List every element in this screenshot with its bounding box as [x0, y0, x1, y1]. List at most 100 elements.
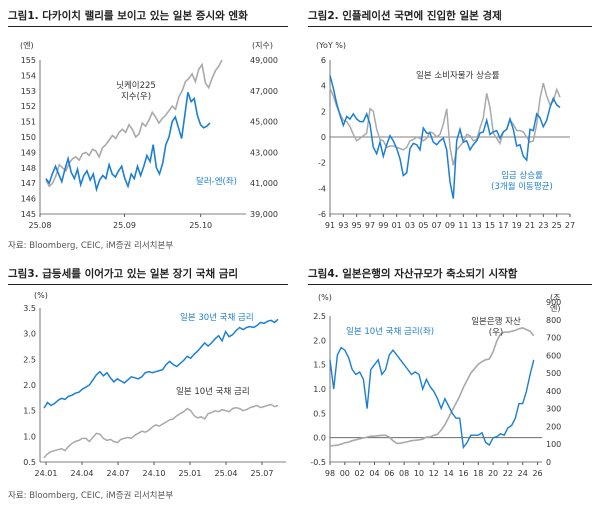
chart4-right-unit-line: (조 [550, 293, 560, 302]
chart4-x-tick: 06 [384, 469, 394, 478]
chart4-x-tick: 10 [414, 469, 424, 478]
chart4-y-tick: -0.5 [310, 458, 326, 467]
chart2-wage-line [329, 75, 561, 199]
chart4-x-tick: 16 [458, 469, 468, 478]
chart1-nikkei-line [45, 59, 223, 188]
chart3-y-tick: 2.0 [23, 381, 36, 390]
chart2-x-tick: 01 [392, 221, 402, 230]
chart1-y-tick: 149 [21, 148, 36, 157]
chart2-x-tick: 27 [565, 221, 575, 230]
chart4-jgb10-line [329, 346, 535, 450]
chart1-nikkei-label: 닛케이225 지수(우) [116, 80, 156, 102]
chart4-boj-assets-line [329, 326, 535, 447]
chart3-x-tick: 25.01 [179, 469, 202, 478]
chart1-y2-tick: 39,000 [250, 210, 278, 219]
chart3-x-tick: 24.10 [143, 469, 166, 478]
chart4-y2-tick: 900 [546, 298, 561, 307]
chart2-x-tick: 15 [485, 221, 495, 230]
chart3-y-tick: 3.0 [23, 330, 36, 339]
chart4-svg: (%) (조 엔) 2.5 2.0 1.5 1.0 0.5 0.0 -0.5 900 800 700 60… [310, 293, 561, 478]
chart4-y2-tick: 100 [546, 440, 561, 449]
chart3-jgb10-line [43, 403, 279, 459]
chart1-usdjpy-label: 달러-엔(좌) [196, 176, 237, 187]
chart4-y2-tick: 400 [546, 387, 561, 396]
chart4-x-tick: 08 [399, 469, 409, 478]
chart1-nikkei-label-line: 지수(우) [121, 92, 151, 102]
chart1-y-tick: 148 [21, 164, 36, 173]
chart4-x-tick: 22 [503, 469, 513, 478]
chart4-boj-assets-label: 일본은행 자산 (우) [471, 316, 521, 338]
chart4-x-tick: 14 [444, 469, 454, 478]
chart3-svg: (%) 3.5 3.0 2.5 2.0 1.5 1.0 0.5 24.01 24.04 24.07 2… [23, 291, 286, 478]
chart4-x-tick: 98 [325, 469, 335, 478]
chart1-y-tick: 152 [21, 102, 36, 111]
chart2-x-tick: 03 [405, 221, 415, 230]
chart4-y-tick: 2.0 [313, 336, 326, 345]
chart2-x-tick: 93 [338, 221, 348, 230]
chart4-y-tick: 1.5 [313, 361, 326, 370]
chart2-y-tick: -4 [318, 184, 326, 193]
chart4-x-tick: 24 [518, 469, 528, 478]
chart2-wage-label: 임금 상승률 (3개월 이동평균) [491, 170, 553, 192]
chart3-x-tick: 25.04 [215, 469, 238, 478]
chart3-y-tick: 0.5 [23, 458, 36, 467]
chart2-x-tick: 05 [418, 221, 428, 230]
chart1-title-rule [8, 26, 288, 27]
chart4-x-tick: 12 [429, 469, 439, 478]
chart4-y-tick: 2.5 [313, 312, 326, 321]
chart3-x-tick: 24.07 [107, 469, 130, 478]
chart4-boj-assets-label-line: 일본은행 자산 [471, 316, 521, 327]
chart1-y2-tick: 41,000 [250, 179, 278, 188]
chart2-y-tick: 2 [321, 107, 326, 116]
chart3-left-unit: (%) [34, 291, 48, 300]
chart2-x-tick: 25 [552, 221, 562, 230]
chart4-x-tick: 04 [369, 469, 379, 478]
chart4-x-tick: 26 [532, 469, 542, 478]
chart2-cpi-label: 일본 소비자물가 상승률 [416, 70, 500, 81]
chart3-jgb10-label: 일본 10년 국채 금리 [176, 386, 250, 397]
chart2-y-tick: 4 [321, 82, 326, 91]
chart2-cpi-line [329, 82, 561, 166]
chart3-title: 그림3. 급등세를 이어가고 있는 일본 장기 국채 금리 [8, 268, 239, 280]
chart4-x-tick: 02 [355, 469, 365, 478]
chart1-y-tick: 154 [21, 71, 36, 80]
chart3-title-rule [8, 284, 288, 285]
chart1-nikkei-label-line: 닛케이225 [116, 80, 156, 91]
chart4-right-unit-line: 엔) [550, 303, 560, 313]
chart2-x-tick: 97 [365, 221, 375, 230]
chart1-y-tick: 150 [21, 133, 36, 142]
chart2-x-tick: 91 [325, 221, 335, 230]
chart4-x-tick: 00 [340, 469, 350, 478]
chart4-right-unit: (조 엔) [550, 293, 560, 313]
chart1-y-tick: 151 [21, 118, 36, 127]
chart2-svg: (YoY %) 6 4 2 0 -2 -4 -6 91 93 95 97 99 01 03 05 07 09 11 1… [316, 41, 575, 230]
chart4-y-tick: 1.0 [313, 385, 326, 394]
chart3-y-tick: 2.5 [23, 355, 36, 364]
chart4-y2-tick: 0 [546, 458, 551, 467]
chart2-x-tick: 23 [538, 221, 548, 230]
chart1-y-tick: 145 [21, 210, 36, 219]
chart2-y-tick: -2 [318, 159, 326, 168]
chart1-svg: (엔) (지수) 155 154 153 152 151 150 149 148 147 146 145… [20, 40, 278, 230]
chart4-jgb10-label: 일본 10년 국채 금리(좌) [346, 326, 434, 337]
chart2-left-unit: (YoY %) [316, 41, 346, 50]
chart1-y2-tick: 45,000 [250, 118, 278, 127]
chart4-boj-assets-label-line: (우) [489, 328, 503, 338]
chart1-usdjpy-line [45, 92, 211, 193]
chart2-y-tick: -6 [318, 210, 326, 219]
chart4-x-tick: 20 [488, 469, 498, 478]
chart1-y-tick: 155 [21, 56, 36, 65]
chart3-y-tick: 3.5 [23, 304, 36, 313]
chart4-y2-tick: 500 [546, 369, 561, 378]
source-note-bottom: 자료: Bloomberg, CEIC, iM증권 리서치본부 [8, 491, 174, 501]
chart3-y-tick: 1.5 [23, 407, 36, 416]
source-note-top: 자료: Bloomberg, CEIC, iM증권 리서치본부 [8, 241, 174, 251]
chart4-y-tick: 0.5 [313, 409, 326, 418]
chart1-y-tick: 147 [21, 179, 36, 188]
chart4-y2-tick: 700 [546, 334, 561, 343]
chart1-y2-tick: 47,000 [250, 87, 278, 96]
chart2-x-tick: 09 [445, 221, 455, 230]
chart2-wage-label-line: 임금 상승률 [501, 170, 543, 181]
chart3-y-tick: 1.0 [23, 432, 36, 441]
chart1-x-tick: 25.08 [29, 221, 52, 230]
